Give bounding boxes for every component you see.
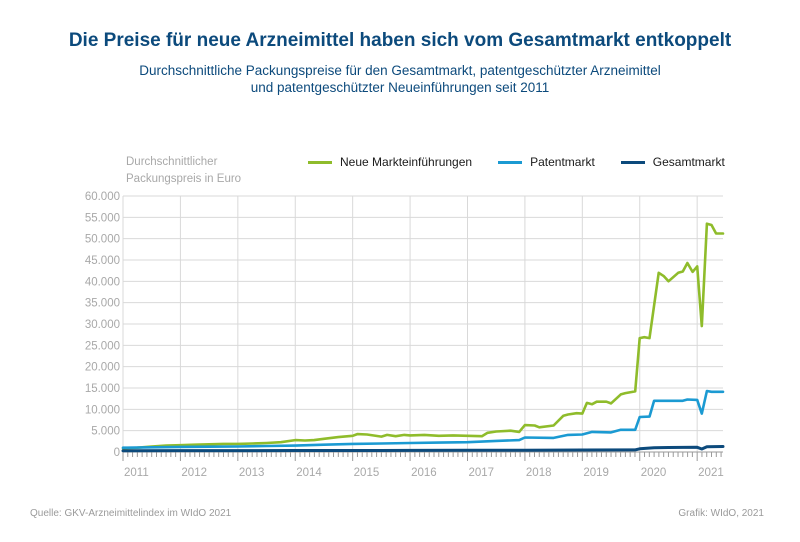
y-tick-label: 35.000 [85, 298, 120, 310]
y-tick-label: 0 [114, 447, 120, 459]
legend-label-total-market: Gesamtmarkt [652, 155, 725, 169]
subtitle-line-1: Durchschnittliche Packungspreise für den… [139, 63, 661, 78]
y-tick-label: 60.000 [85, 191, 120, 203]
legend-item-total-market: Gesamtmarkt [620, 155, 725, 169]
y-axis-label: Durchschnittlicher Packungspreis in Euro [126, 154, 241, 188]
y-tick-label: 55.000 [85, 212, 120, 224]
legend-item-patent-market: Patentmarkt [498, 155, 595, 169]
series-line-new-launches [121, 222, 725, 450]
x-tick-label: 2019 [583, 467, 609, 479]
x-tick-label: 2016 [411, 467, 437, 479]
y-tick-labels: 0 5.000 10.000 15.000 20.000 25.000 30.000 35.0… [85, 191, 120, 459]
series-line-patent-market [121, 389, 725, 450]
x-tick-label: 2012 [181, 467, 207, 479]
legend-swatch-new-launches [308, 160, 332, 164]
y-tick-label: 45.000 [85, 255, 120, 267]
y-axis-label-line-2: Packungspreis in Euro [126, 173, 242, 185]
y-tick-label: 15.000 [85, 383, 120, 395]
y-tick-label: 20.000 [85, 362, 120, 374]
credit-note: Grafik: WIdO, 2021 [678, 508, 764, 519]
series-line-total-market [121, 445, 725, 453]
y-tick-label: 30.000 [85, 319, 120, 331]
x-tick-label: 2013 [239, 467, 265, 479]
grid-lines [122, 195, 723, 453]
y-tick-label: 5.000 [91, 426, 120, 438]
y-tick-label: 50.000 [85, 234, 120, 246]
subtitle-line-2: und patentgeschützter Neueinführungen se… [250, 80, 550, 95]
y-tick-label: 10.000 [85, 404, 120, 416]
legend-label-patent-market: Patentmarkt [530, 155, 595, 169]
source-note: Quelle: GKV-Arzneimittelindex im WIdO 20… [30, 508, 232, 519]
chart-subtitle: Durchschnittliche Packungspreise für den… [0, 62, 800, 96]
x-tick-label: 2020 [641, 467, 667, 479]
legend-swatch-total-market [620, 160, 645, 164]
x-tick-label: 2017 [468, 467, 494, 479]
legend-label-new-launches: Neue Markteinführungen [340, 155, 473, 169]
x-tick-label: 2018 [526, 467, 552, 479]
x-axis: 2011 2012 2013 2014 2015 2016 2017 2018 2019 2020… [122, 451, 724, 479]
x-tick-label: 2011 [124, 467, 149, 479]
y-tick-label: 40.000 [85, 276, 120, 288]
chart-title: Die Preise für neue Arzneimittel haben s… [68, 30, 732, 51]
series-lines [121, 222, 725, 453]
x-tick-label: 2015 [354, 467, 380, 479]
legend-swatch-patent-market [498, 160, 523, 164]
y-tick-label: 25.000 [85, 340, 120, 352]
x-tick-label: 2014 [296, 467, 322, 479]
legend-item-new-launches: Neue Markteinführungen [308, 155, 472, 169]
chart-legend: Neue Markteinführungen Patentmarkt Gesam… [308, 154, 751, 170]
x-tick-label: 2021 [698, 467, 724, 479]
y-axis-label-line-1: Durchschnittlicher [126, 156, 218, 168]
